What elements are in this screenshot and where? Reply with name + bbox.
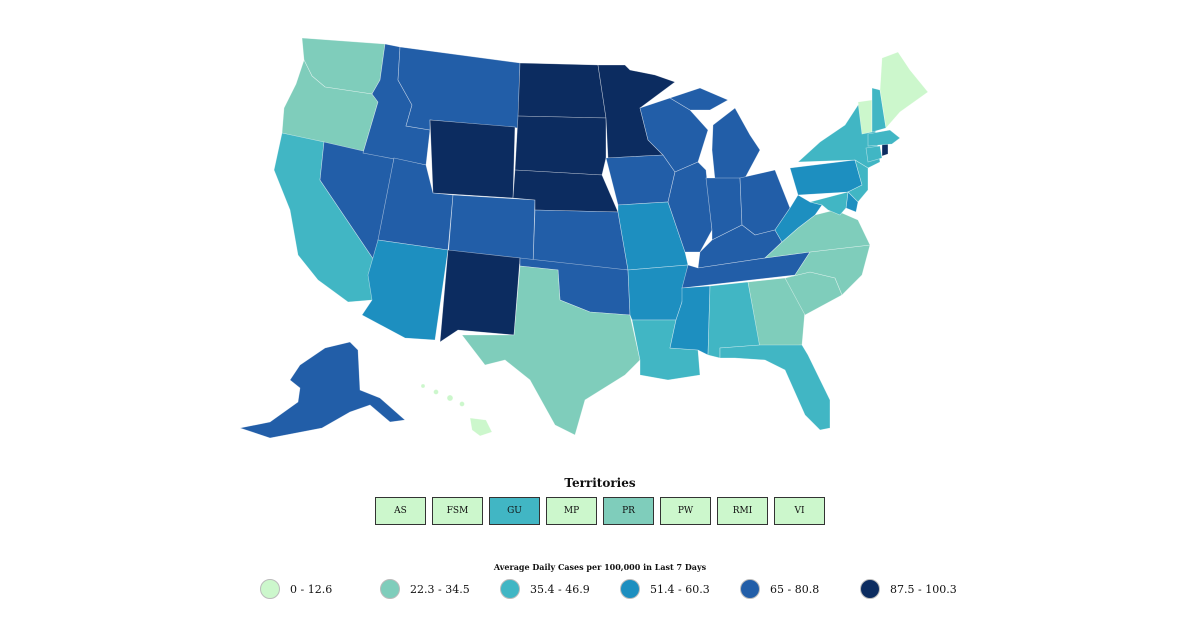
state-SD[interactable] [514, 115, 607, 176]
legend-label: 51.4 - 60.3 [650, 582, 710, 596]
legend-label: 65 - 80.8 [770, 582, 820, 596]
legend-swatch [740, 579, 760, 599]
territories-buttons: AS FSM GU MP PR PW RMI VI [375, 497, 825, 525]
territory-button-fsm[interactable]: FSM [432, 497, 483, 525]
state-NM[interactable] [439, 249, 521, 343]
state-MT[interactable] [397, 46, 521, 131]
state-IL[interactable] [667, 161, 713, 253]
state-RI[interactable] [881, 143, 889, 157]
legend-item: 87.5 - 100.3 [860, 579, 980, 599]
legend-swatch [500, 579, 520, 599]
state-ND[interactable] [517, 62, 607, 119]
legend-swatch [260, 579, 280, 599]
state-TX[interactable] [461, 265, 641, 436]
legend-label: 22.3 - 34.5 [410, 582, 470, 596]
state-MA[interactable] [867, 129, 901, 147]
state-MD[interactable] [809, 191, 849, 216]
state-AK[interactable] [238, 341, 406, 439]
legend-item: 22.3 - 34.5 [380, 579, 500, 599]
territory-button-pr[interactable]: PR [603, 497, 654, 525]
legend-item: 0 - 12.6 [260, 579, 380, 599]
state-CT[interactable] [865, 145, 883, 163]
territory-button-vi[interactable]: VI [774, 497, 825, 525]
territory-button-mp[interactable]: MP [546, 497, 597, 525]
legend-label: 0 - 12.6 [290, 582, 333, 596]
legend-item: 65 - 80.8 [740, 579, 860, 599]
state-IA[interactable] [605, 154, 676, 206]
legend-swatch [860, 579, 880, 599]
state-GA[interactable] [747, 277, 806, 349]
legend-swatch [620, 579, 640, 599]
legend-label: 35.4 - 46.9 [530, 582, 590, 596]
legend-item: 51.4 - 60.3 [620, 579, 740, 599]
legend-label: 87.5 - 100.3 [890, 582, 957, 596]
territory-button-as[interactable]: AS [375, 497, 426, 525]
state-MI[interactable] [669, 87, 761, 181]
us-choropleth-map [230, 30, 950, 450]
state-WY[interactable] [429, 119, 516, 199]
us-map-svg [238, 37, 929, 439]
legend-title: Average Daily Cases per 100,000 in Last … [493, 562, 707, 572]
state-PA[interactable] [789, 159, 863, 196]
territory-button-gu[interactable]: GU [489, 497, 540, 525]
territory-button-pw[interactable]: PW [660, 497, 711, 525]
state-HI[interactable] [420, 383, 493, 437]
territory-button-rmi[interactable]: RMI [717, 497, 768, 525]
legend-item: 35.4 - 46.9 [500, 579, 620, 599]
state-AZ[interactable] [361, 239, 449, 341]
state-FL[interactable] [719, 344, 831, 431]
legend-swatch [380, 579, 400, 599]
legend: 0 - 12.6 22.3 - 34.5 35.4 - 46.9 51.4 - 60.… [260, 579, 980, 599]
state-ME[interactable] [879, 51, 929, 129]
territories-title: Territories [564, 476, 636, 490]
